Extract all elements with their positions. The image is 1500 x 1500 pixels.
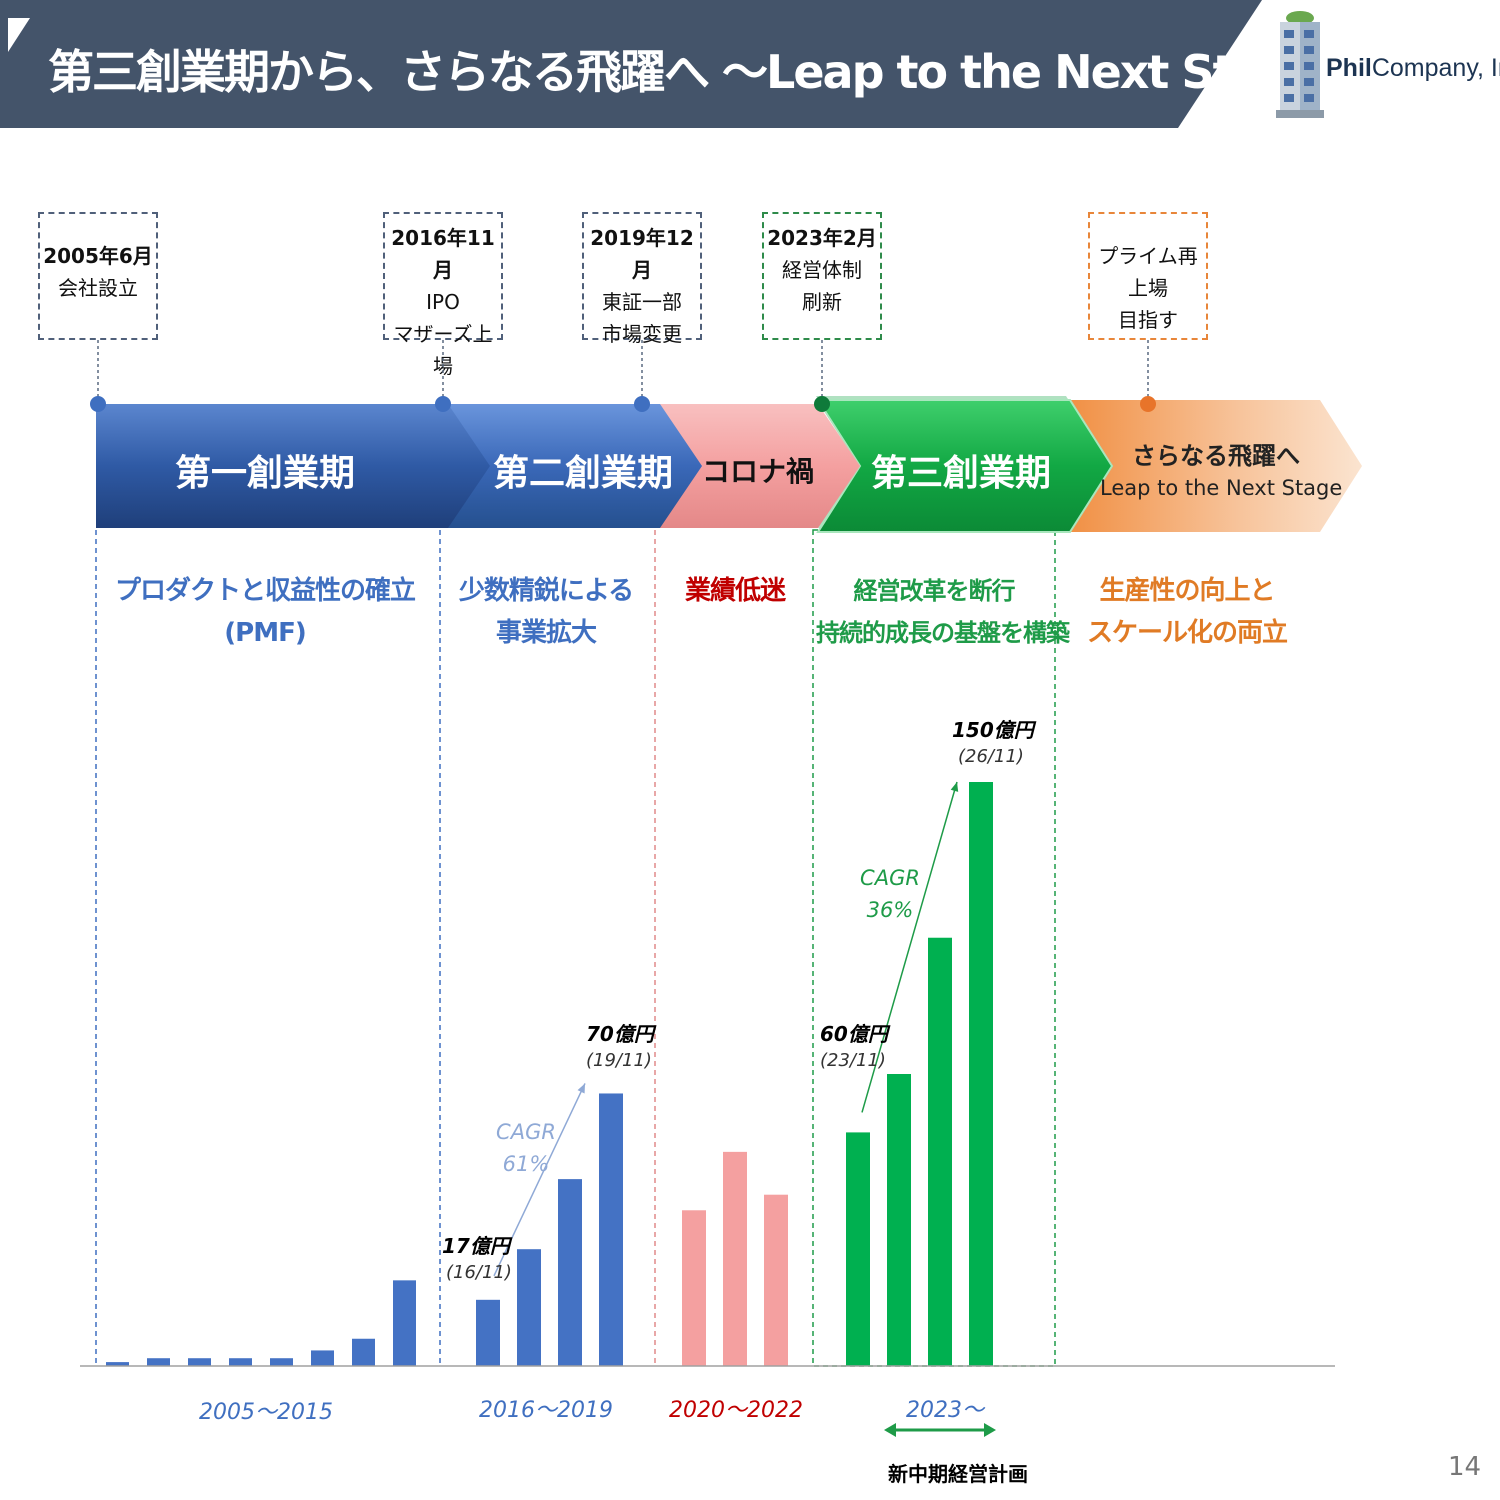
annotation-value: 70億円 [586, 1022, 654, 1046]
bar [887, 1074, 911, 1366]
phase-description: プロダクトと収益性の確立 (PMF) [114, 576, 416, 648]
page-number: 14 [1448, 1452, 1482, 1482]
milestone-text: プライム再上場 [1098, 244, 1198, 300]
bar [599, 1093, 623, 1366]
milestone-text: 経営体制 [782, 258, 862, 282]
milestone-text: 刷新 [802, 290, 842, 314]
phase-description: 業績低迷 [684, 576, 786, 606]
milestone-box: 2019年12月 東証一部 市場変更 [582, 212, 702, 346]
cagr-label: CAGR 61% [496, 1120, 556, 1176]
annotation-date: (16/11) [446, 1262, 512, 1283]
period-label: 2020～2022 [669, 1398, 803, 1423]
bar [723, 1151, 747, 1366]
annotation-value: 17億円 [442, 1234, 510, 1258]
milestone-box: プライム再上場 目指す [1088, 212, 1208, 340]
phase-sublabel: Leap to the Next Stage [1100, 476, 1343, 500]
bar [270, 1358, 293, 1366]
page-title: 第三創業期から、さらなる飛躍へ ～Leap to the Next Stage [48, 45, 1324, 99]
bar [106, 1362, 129, 1366]
milestone-box: 2023年2月 経営体制 刷新 [762, 212, 882, 340]
cagr-label: CAGR 36% [860, 866, 920, 922]
plan-label: 新中期経営計画 [888, 1462, 1028, 1486]
phase-label: コロナ禍 [701, 455, 814, 488]
bar [229, 1358, 252, 1366]
phase-label: 第一創業期 [174, 453, 355, 494]
bar [311, 1350, 334, 1366]
company-logo-text: PhilCompany, Inc [1326, 54, 1500, 82]
phase-description: 少数精鋭による 事業拡大 [458, 576, 634, 648]
milestone-date: 2023年2月 [767, 226, 877, 250]
phase-description: 経営改革を断行 持続的成長の基盤を構築 [816, 577, 1070, 647]
bar [147, 1358, 170, 1366]
phase-label: 第三創業期 [870, 453, 1051, 494]
period-label: 2005～2015 [199, 1400, 333, 1425]
bar [682, 1210, 706, 1366]
milestone-text: 会社設立 [58, 276, 138, 300]
bar [393, 1280, 416, 1366]
bar [352, 1338, 375, 1366]
bar [764, 1194, 788, 1366]
phase-label: 第二創業期 [492, 453, 673, 494]
annotation-value: 60億円 [820, 1022, 888, 1046]
annotation-value: 150億円 [952, 718, 1034, 742]
bar [517, 1249, 541, 1366]
cagr-arrow [861, 781, 958, 1113]
milestone-date: 2016年11月 [391, 226, 495, 282]
milestone-box: 2016年11月 IPO マザーズ上場 [383, 212, 503, 378]
plan-range-arrow [884, 1423, 996, 1437]
milestone-box: 2005年6月 会社設立 [38, 212, 158, 340]
bar [928, 937, 952, 1366]
annotation-date: (19/11) [586, 1050, 652, 1071]
milestone-text: 東証一部 [602, 290, 682, 314]
cagr-arrow [493, 1083, 586, 1277]
phase-description: 生産性の向上と スケール化の両立 [1086, 576, 1288, 648]
annotation-date: (26/11) [958, 746, 1024, 767]
bar [558, 1179, 582, 1366]
milestone-date: 2005年6月 [43, 244, 153, 268]
cagr-arrow-head [950, 782, 959, 792]
bar [969, 782, 993, 1366]
milestone-date: 2019年12月 [590, 226, 694, 282]
header-bar [0, 0, 1262, 128]
milestone-text: IPO [426, 290, 460, 314]
company-logo-icon [1276, 11, 1324, 118]
bar [476, 1299, 500, 1366]
bar [846, 1132, 870, 1366]
cagr-arrow-head [577, 1083, 585, 1094]
annotation-date: (23/11) [820, 1050, 886, 1071]
phase-label: さらなる飛躍へ [1132, 442, 1300, 470]
period-label: 2016～2019 [479, 1398, 613, 1423]
bar [188, 1358, 211, 1366]
period-label: 2023～ [906, 1398, 984, 1423]
milestone-text: 目指す [1118, 308, 1178, 332]
